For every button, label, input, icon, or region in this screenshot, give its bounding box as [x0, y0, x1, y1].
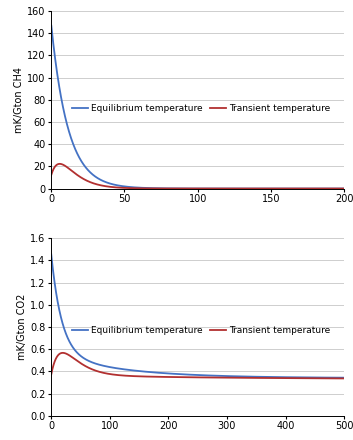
Transient temperature	[175, 374, 179, 380]
Equilibrium temperature	[100, 178, 104, 183]
Equilibrium temperature	[342, 375, 346, 380]
Equilibrium temperature	[174, 371, 179, 377]
Transient temperature	[83, 177, 87, 182]
Equilibrium temperature	[188, 372, 192, 378]
Transient temperature	[58, 161, 62, 166]
Transient temperature	[305, 186, 309, 191]
Equilibrium temperature	[333, 375, 337, 380]
Transient temperature	[49, 172, 53, 177]
Equilibrium temperature	[49, 252, 53, 257]
Transient temperature	[49, 372, 53, 377]
Transient temperature	[318, 376, 323, 381]
Line: Transient temperature: Transient temperature	[51, 164, 344, 189]
Equilibrium temperature	[342, 186, 346, 191]
Line: Equilibrium temperature: Equilibrium temperature	[51, 26, 344, 189]
Transient temperature	[100, 183, 104, 188]
Equilibrium temperature	[162, 186, 166, 191]
Transient temperature	[336, 186, 341, 191]
Equilibrium temperature	[83, 164, 87, 169]
Line: Equilibrium temperature: Equilibrium temperature	[51, 254, 344, 378]
Equilibrium temperature	[172, 371, 176, 377]
Y-axis label: mK/Gton CO2: mK/Gton CO2	[18, 294, 28, 360]
Transient temperature	[162, 186, 166, 191]
Transient temperature	[262, 375, 266, 381]
Legend: Equilibrium temperature, Transient temperature: Equilibrium temperature, Transient tempe…	[68, 101, 334, 117]
Transient temperature	[333, 376, 337, 381]
Transient temperature	[342, 186, 346, 191]
Transient temperature	[172, 374, 176, 380]
Transient temperature	[61, 350, 65, 356]
Line: Transient temperature: Transient temperature	[51, 353, 344, 378]
Equilibrium temperature	[262, 374, 266, 380]
Transient temperature	[342, 376, 346, 381]
Equilibrium temperature	[305, 186, 309, 191]
Equilibrium temperature	[49, 23, 53, 28]
Y-axis label: mK/Gton CH4: mK/Gton CH4	[14, 67, 24, 133]
Equilibrium temperature	[318, 375, 323, 380]
Equilibrium temperature	[336, 186, 341, 191]
Legend: Equilibrium temperature, Transient temperature: Equilibrium temperature, Transient tempe…	[68, 323, 334, 339]
Transient temperature	[189, 374, 193, 380]
Equilibrium temperature	[174, 186, 178, 191]
Transient temperature	[174, 186, 179, 191]
